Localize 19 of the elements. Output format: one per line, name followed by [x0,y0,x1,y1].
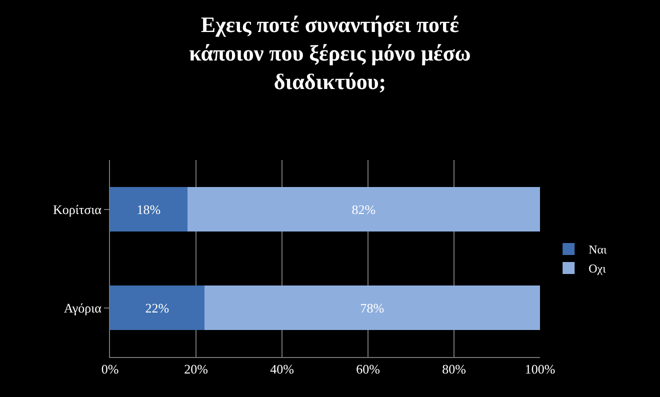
x-tick-label: 80% [442,362,466,377]
x-tick-label: 60% [356,362,380,377]
bar [204,286,540,330]
data-label: 22% [145,300,170,316]
data-label: 78% [360,300,384,316]
x-tick-label: 40% [270,362,294,377]
chart-title: Εχεις ποτέ συναντήσει ποτέ κάποιον που ξέρεις μόνο μέσω διαδικτύου; [189,12,471,94]
x-tick-label: 20% [184,362,208,377]
legend-label: Ναι [588,242,608,257]
bar [110,187,188,232]
data-label: 18% [136,202,161,217]
bar [187,187,540,232]
y-tick-label: Αγόρια [64,300,102,316]
x-tick-label: 0% [101,362,119,377]
y-tick-label: Κορίτσια [52,202,102,217]
legend-label: Οχι [588,262,607,276]
bar [110,286,205,330]
x-tick-label: 100% [524,362,556,377]
data-label: 82% [352,202,376,217]
